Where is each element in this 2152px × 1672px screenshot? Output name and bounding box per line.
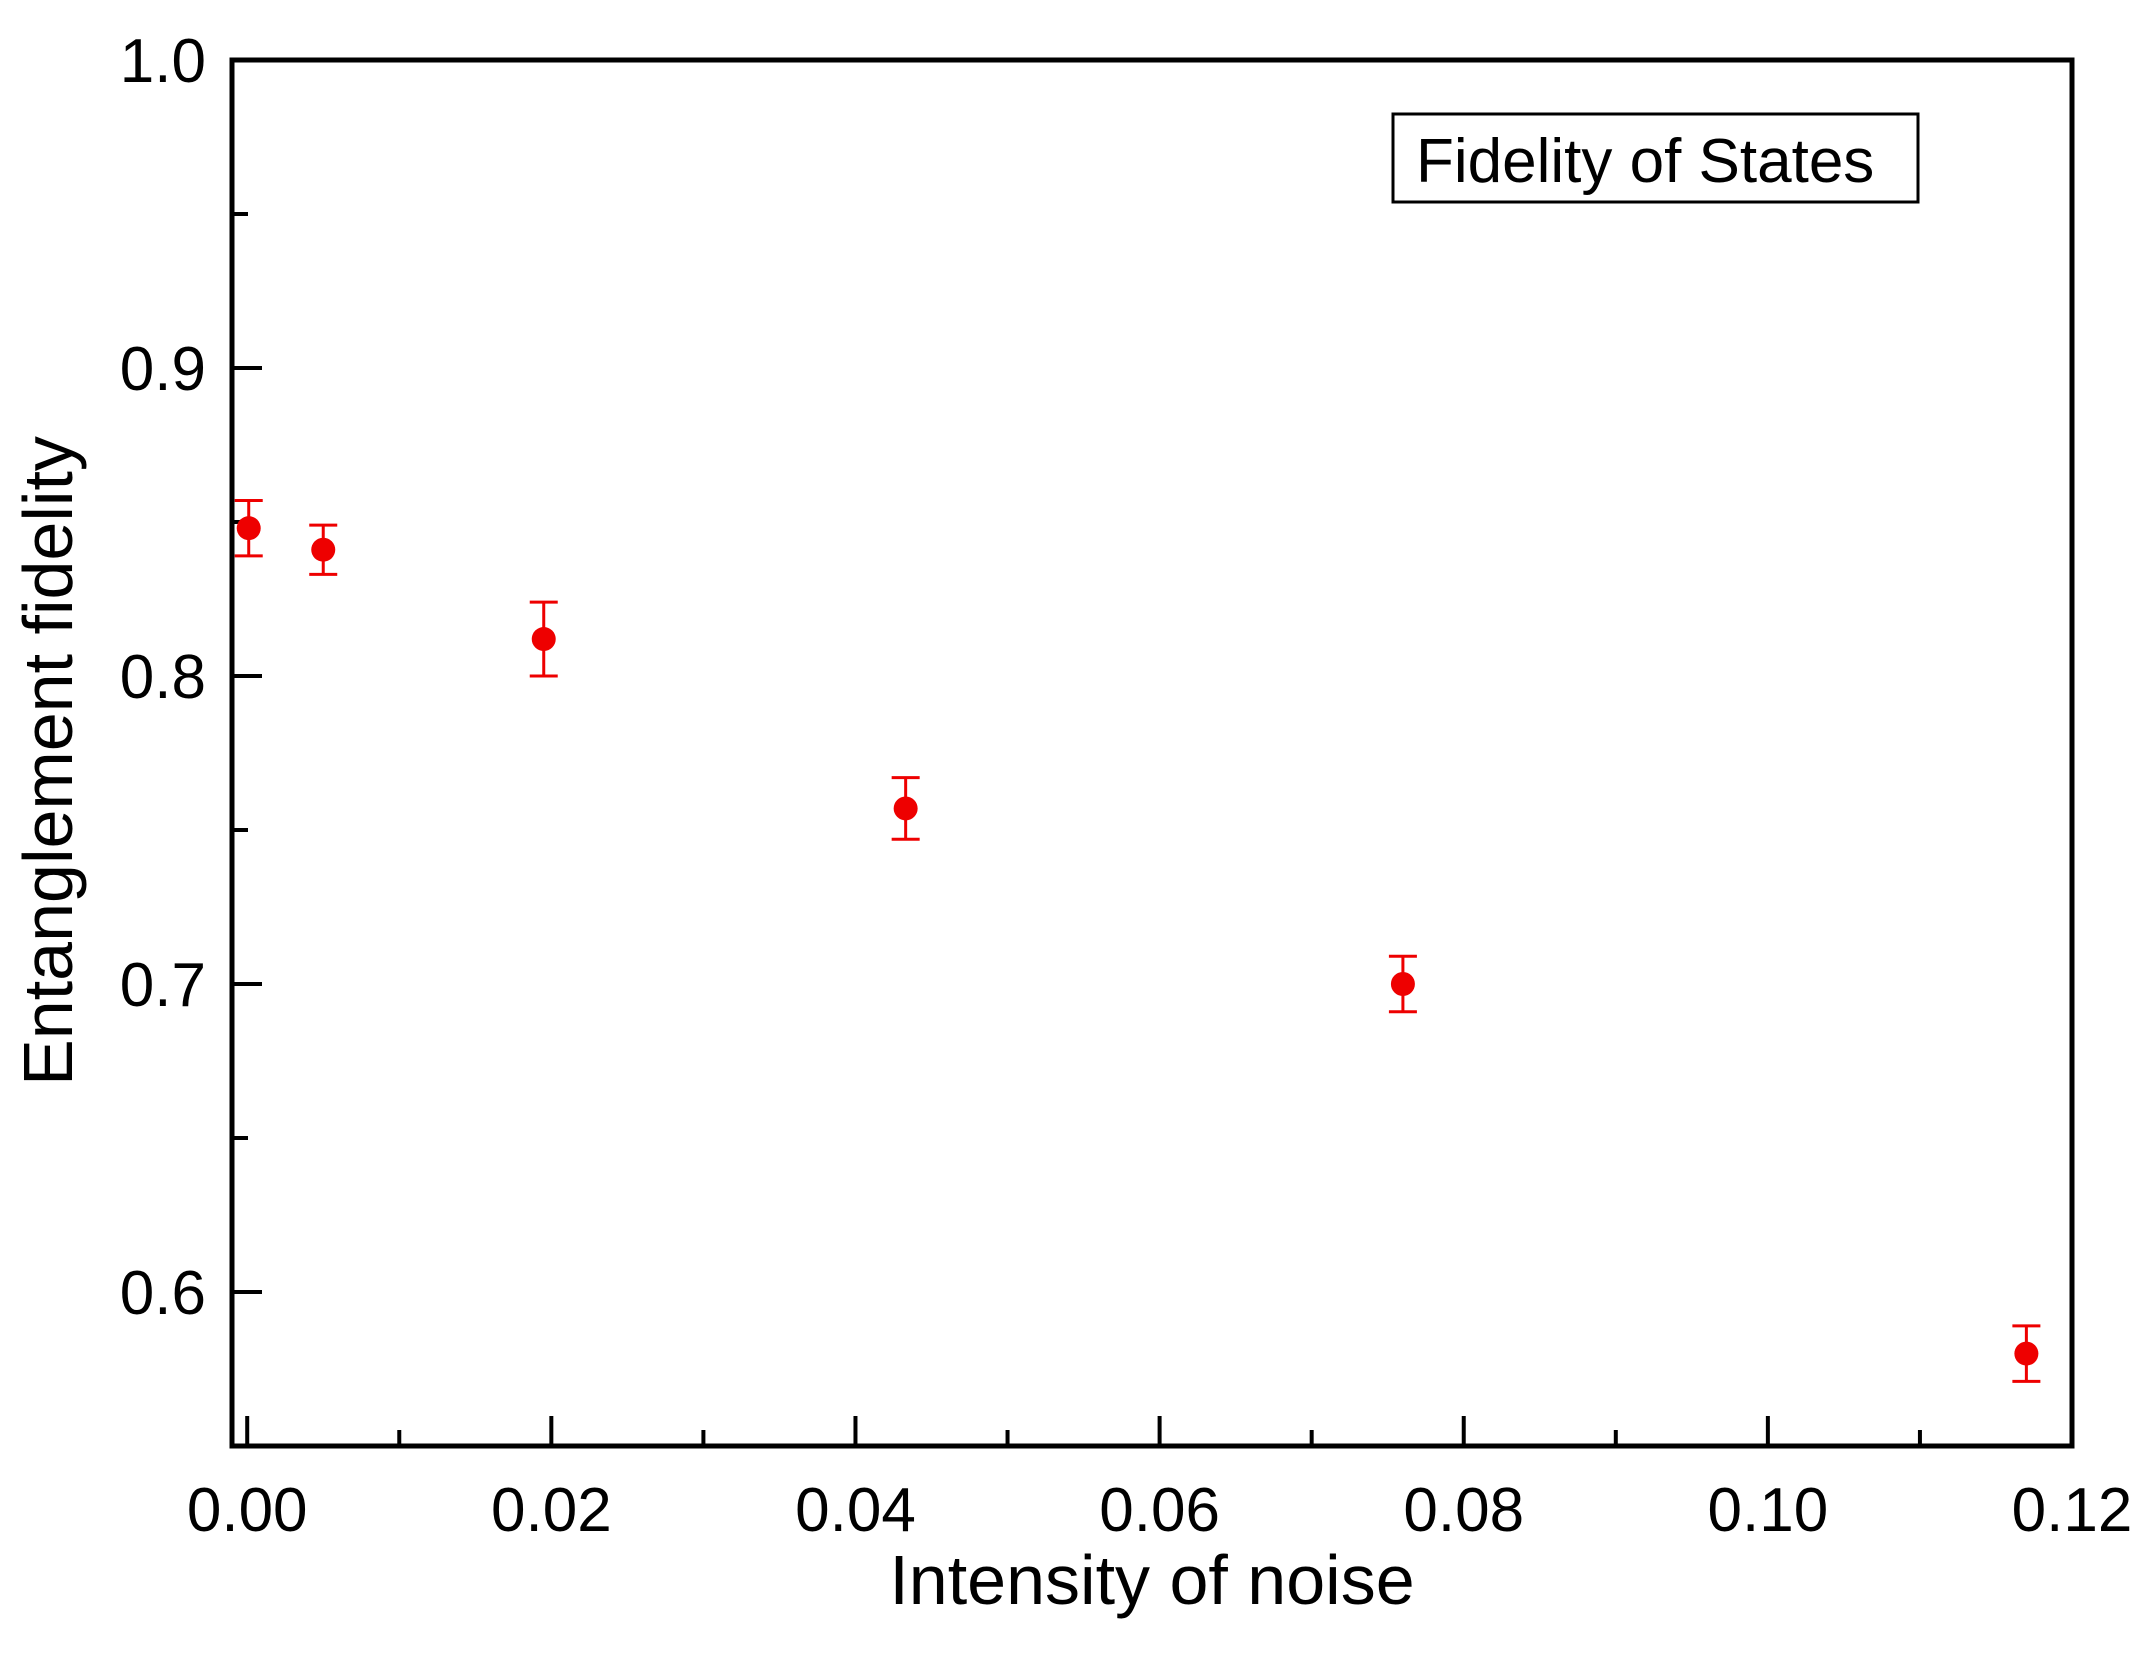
y-axis-label: Entanglement fidelity [9,436,87,1086]
data-points [236,516,2039,1366]
plot-frame [229,57,2075,1449]
y-tick-label: 1.0 [120,27,206,96]
x-tick-label: 0.12 [2012,1476,2133,1545]
y-axis-ticks: 0.6 0.7 0.8 0.9 1.0 [120,27,262,1328]
legend-entry-label: Fidelity of States [1416,127,1874,196]
x-tick-label: 0.10 [1708,1476,1829,1545]
x-tick-label: 0.00 [187,1476,308,1545]
x-tick-label: 0.04 [795,1476,916,1545]
data-point [2014,1341,2039,1366]
data-point [311,537,336,562]
x-tick-label: 0.02 [491,1476,612,1545]
x-axis-label: Intensity of noise [889,1541,1414,1619]
y-tick-label: 0.8 [120,643,206,712]
y-tick-label: 0.7 [120,951,206,1020]
legend-box [1391,112,1920,204]
data-point [1390,972,1415,996]
data-point [236,516,261,541]
y-tick-label: 0.9 [120,335,206,404]
data-point [531,627,556,652]
error-bars [234,498,2041,1383]
x-axis-ticks: 0.00 0.02 0.04 0.06 0.08 0.10 0.12 [187,1416,2132,1545]
y-tick-label: 0.6 [120,1259,206,1328]
legend: Fidelity of States [1391,112,1920,204]
data-point [893,796,918,821]
x-tick-label: 0.06 [1099,1476,1220,1545]
x-tick-label: 0.08 [1403,1476,1524,1545]
